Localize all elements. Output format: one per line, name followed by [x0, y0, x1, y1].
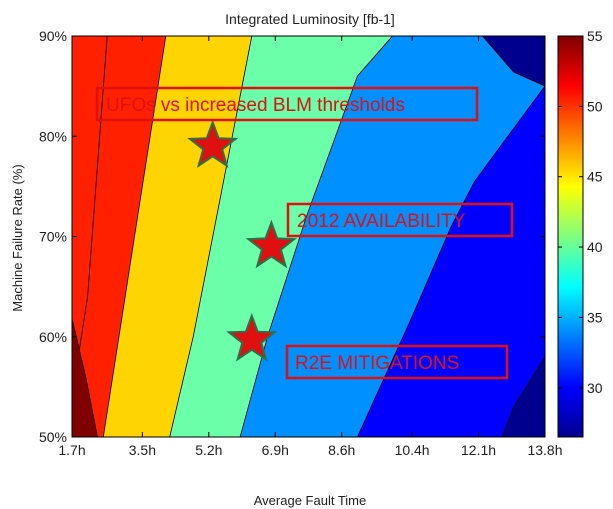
colorbar: 30 35 40 45 50 55: [557, 28, 603, 438]
x-tick-label: 8.6h: [328, 442, 355, 458]
x-tick-label: 6.9h: [262, 442, 289, 458]
star-marker-3: [226, 312, 278, 362]
contour-level-navy-bottom: [501, 356, 545, 437]
y-tick-label: 80%: [39, 128, 67, 144]
annotation-box-ufos: [95, 86, 479, 122]
y-tick-label: 70%: [39, 229, 67, 245]
colorbar-ticks: 30 35 40 45 50 55: [558, 28, 603, 396]
y-tick-label: 60%: [39, 329, 67, 345]
colorbar-tick-label: 45: [587, 169, 603, 185]
contour-level-navy-top: [481, 36, 545, 87]
x-tick-label: 10.4h: [395, 442, 430, 458]
colorbar-tick-label: 40: [587, 239, 603, 255]
annotations: UFOs vs increased BLM thresholds 2012 AV…: [95, 86, 514, 380]
chart-title: Integrated Luminosity [fb-1]: [225, 11, 395, 27]
colorbar-gradient: [557, 35, 584, 438]
markers: [187, 119, 297, 362]
annotation-r2e: R2E MITIGATIONS: [295, 353, 459, 374]
x-axis-label: Average Fault Time: [254, 493, 366, 508]
colorbar-tick-label: 30: [587, 380, 603, 396]
contour-level-darkred: [72, 318, 98, 437]
x-axis-ticks: 1.7h 3.5h 5.2h 6.9h 8.6h 10.4h 12.1h 13.8h: [58, 36, 563, 458]
star-marker-2: [245, 219, 297, 269]
contour-level-blue: [356, 85, 545, 437]
y-axis-label: Machine Failure Rate (%): [10, 164, 25, 311]
colorbar-tick-label: 35: [587, 309, 603, 325]
colorbar-tick-label: 55: [587, 28, 603, 44]
y-axis-ticks: 50% 60% 70% 80% 90%: [39, 28, 545, 445]
x-tick-label: 3.5h: [129, 442, 156, 458]
x-tick-label: 5.2h: [195, 442, 222, 458]
y-tick-label: 50%: [39, 429, 67, 445]
annotation-box-availability: [286, 202, 514, 238]
star-marker-1: [187, 119, 239, 169]
annotation-ufos: UFOs vs increased BLM thresholds: [106, 95, 405, 116]
y-tick-label: 90%: [39, 28, 67, 44]
annotation-availability: 2012 AVAILABILITY: [297, 211, 466, 232]
x-tick-label: 12.1h: [461, 442, 496, 458]
x-tick-label: 13.8h: [527, 442, 562, 458]
colorbar-tick-label: 50: [587, 98, 603, 114]
x-tick-label: 1.7h: [58, 442, 85, 458]
annotation-box-r2e: [285, 344, 509, 380]
